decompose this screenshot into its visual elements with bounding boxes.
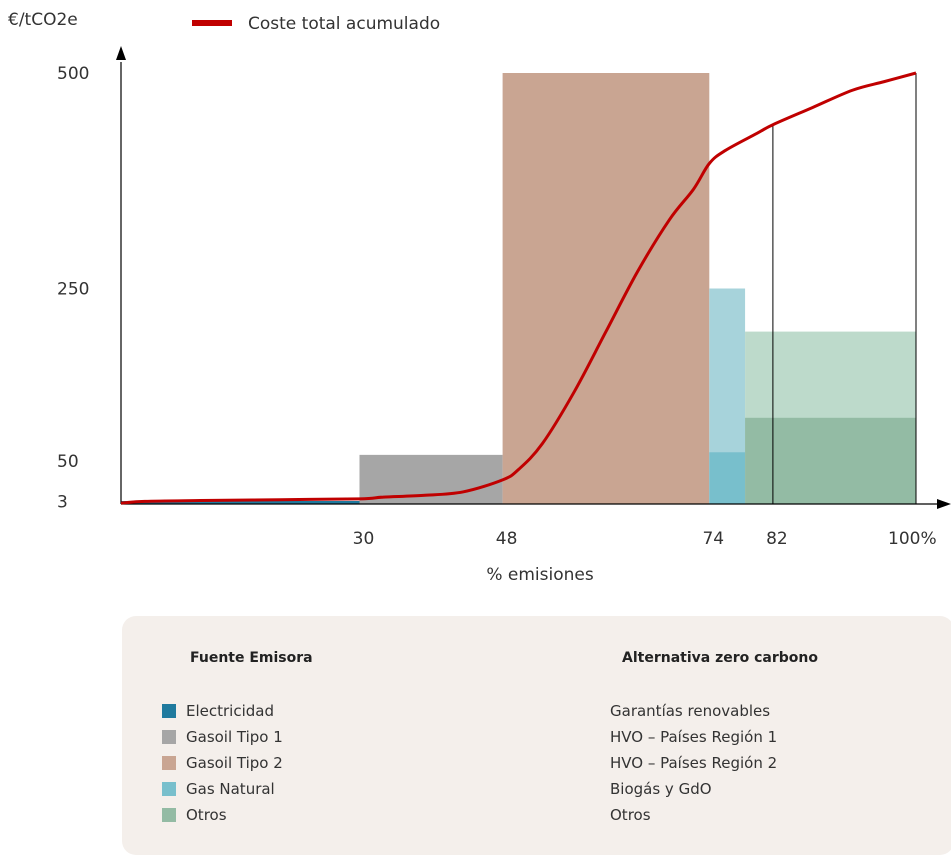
alternative-item: Otros xyxy=(610,806,651,824)
source-item: Gas Natural xyxy=(162,776,283,802)
bar-base-otros xyxy=(745,417,916,504)
y-tick-label: 500 xyxy=(57,64,89,84)
x-axis-arrow-icon xyxy=(937,499,951,509)
source-item: Electricidad xyxy=(162,698,283,724)
alternative-item: HVO – Países Región 2 xyxy=(610,754,778,772)
source-label: Electricidad xyxy=(186,702,274,720)
source-swatch xyxy=(162,704,176,718)
x-tick-label: 82 xyxy=(766,529,788,549)
legend: Coste total acumulado xyxy=(192,14,440,34)
source-label: Gasoil Tipo 1 xyxy=(186,728,283,746)
alternative-list: Garantías renovables HVO – Países Región… xyxy=(610,698,777,828)
source-key-panel: Fuente Emisora Alternativa zero carbono … xyxy=(122,616,951,855)
source-label: Gasoil Tipo 2 xyxy=(186,754,283,772)
x-axis-title: % emisiones xyxy=(486,565,594,585)
alternative-item: HVO – Países Región 1 xyxy=(610,728,778,746)
line-layer xyxy=(120,71,917,505)
source-swatch xyxy=(162,730,176,744)
y-tick-label: 3 xyxy=(57,492,68,512)
source-item: Otros xyxy=(162,802,283,828)
series-line-coste-total-acumulado xyxy=(120,71,917,505)
source-swatch xyxy=(162,756,176,770)
x-tick-label: 30 xyxy=(353,529,375,549)
cost-curve-chart: 30 48 74 82 100% 3 50 250 500 €/tCO2e % emisione… xyxy=(8,10,951,585)
source-key-heading: Fuente Emisora xyxy=(190,650,313,666)
alternative-key-heading: Alternativa zero carbono xyxy=(622,650,818,666)
source-swatch xyxy=(162,808,176,822)
source-item: Gasoil Tipo 2 xyxy=(162,750,283,776)
y-axis-arrow-icon xyxy=(116,46,126,60)
legend-label: Coste total acumulado xyxy=(248,14,440,34)
tick-labels: 30 48 74 82 100% 3 50 250 500 xyxy=(57,64,937,549)
bar-electricidad xyxy=(121,501,360,504)
bar-gasoil-tipo-2 xyxy=(502,73,710,504)
bar-base-gas-natural xyxy=(709,452,746,504)
source-item: Gasoil Tipo 1 xyxy=(162,724,283,750)
x-tick-label: 74 xyxy=(702,529,724,549)
source-label: Gas Natural xyxy=(186,780,275,798)
y-tick-label: 50 xyxy=(57,452,79,472)
axes xyxy=(116,46,951,509)
source-label: Otros xyxy=(186,806,227,824)
source-list: Electricidad Gasoil Tipo 1 Gasoil Tipo 2… xyxy=(162,698,283,828)
alternative-item: Garantías renovables xyxy=(610,702,771,720)
bars-layer xyxy=(121,73,916,504)
source-swatch xyxy=(162,782,176,796)
alternative-item: Biogás y GdO xyxy=(610,780,712,798)
y-axis-title: €/tCO2e xyxy=(8,10,78,30)
reference-lines xyxy=(772,73,917,504)
y-tick-label: 250 xyxy=(57,280,89,300)
x-tick-label: 48 xyxy=(496,529,518,549)
x-tick-label: 100% xyxy=(888,529,937,549)
